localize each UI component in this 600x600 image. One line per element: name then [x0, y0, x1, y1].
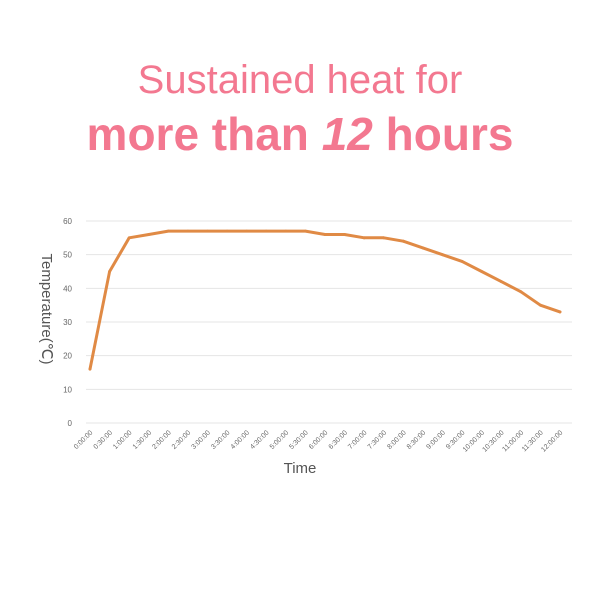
data-point [225, 229, 229, 233]
data-point [127, 236, 131, 240]
y-tick-label: 40 [63, 284, 72, 293]
data-point [539, 303, 542, 307]
data-point [166, 229, 170, 233]
y-tick-label: 20 [63, 352, 72, 361]
x-tick-label: 1:00:00 [112, 429, 134, 451]
headline-line-2: more than 12 hours [0, 106, 600, 162]
data-point [499, 280, 503, 283]
data-point [362, 236, 366, 240]
x-axis-label: Time [284, 460, 317, 477]
headline: Sustained heat for more than 12 hours [0, 56, 600, 162]
y-tick-label: 30 [63, 318, 72, 327]
data-point [421, 246, 425, 250]
headline-line-2-start: more than [86, 108, 322, 160]
series-line [88, 229, 562, 371]
data-point [323, 233, 327, 236]
x-tick-label: 5:00:00 [269, 429, 291, 451]
headline-line-2-end: hours [372, 108, 514, 160]
grid-lines [86, 220, 572, 424]
x-tick-label: 3:30:00 [210, 429, 232, 451]
x-tick-label: 7:00:00 [347, 429, 369, 451]
x-tick-labels: 0:00:000:30:001:00:001:30:002:00:002:30:… [73, 429, 565, 453]
y-tick-label: 60 [63, 217, 72, 226]
data-point [441, 253, 444, 257]
x-tick-label: 8:30:00 [406, 429, 428, 451]
data-point [245, 229, 249, 233]
series-layer [88, 229, 562, 371]
x-tick-label: 0:30:00 [93, 429, 115, 451]
data-point [343, 233, 346, 236]
x-tick-label: 4:30:00 [249, 429, 271, 451]
x-tick-label: 2:30:00 [171, 429, 193, 451]
data-point [519, 290, 523, 294]
y-axis-label: Temperature(℃) [38, 253, 55, 364]
data-point [284, 229, 288, 233]
data-point [480, 270, 484, 273]
data-point [401, 239, 405, 243]
headline-line-1: Sustained heat for [137, 58, 463, 102]
x-tick-label: 3:00:00 [190, 429, 212, 451]
x-tick-label: 0:00:00 [73, 429, 95, 451]
data-point [206, 229, 209, 233]
x-tick-label: 5:30:00 [288, 429, 310, 451]
x-tick-label: 9:00:00 [425, 429, 447, 451]
x-tick-label: 7:30:00 [367, 429, 389, 451]
data-point [558, 310, 562, 314]
data-point [88, 367, 92, 371]
x-tick-label: 12:00:00 [540, 429, 564, 453]
x-tick-label: 4:00:00 [230, 429, 252, 451]
data-point [304, 229, 307, 233]
x-tick-label: 2:00:00 [151, 429, 173, 451]
x-tick-label: 8:00:00 [386, 429, 408, 451]
data-point [460, 260, 464, 263]
data-point [186, 229, 190, 233]
y-tick-labels: 0 10 20 30 40 50 60 [63, 217, 72, 428]
x-tick-label: 6:30:00 [328, 429, 350, 451]
data-point [382, 236, 386, 240]
data-point [108, 270, 111, 273]
headline-hours-number: 12 [321, 108, 373, 160]
x-tick-label: 1:30:00 [132, 429, 154, 451]
y-tick-label: 50 [63, 251, 72, 260]
y-tick-label: 10 [63, 385, 72, 394]
data-point [147, 233, 151, 236]
x-tick-label: 6:00:00 [308, 429, 330, 451]
data-point [264, 229, 268, 233]
y-tick-label: 0 [68, 419, 73, 428]
